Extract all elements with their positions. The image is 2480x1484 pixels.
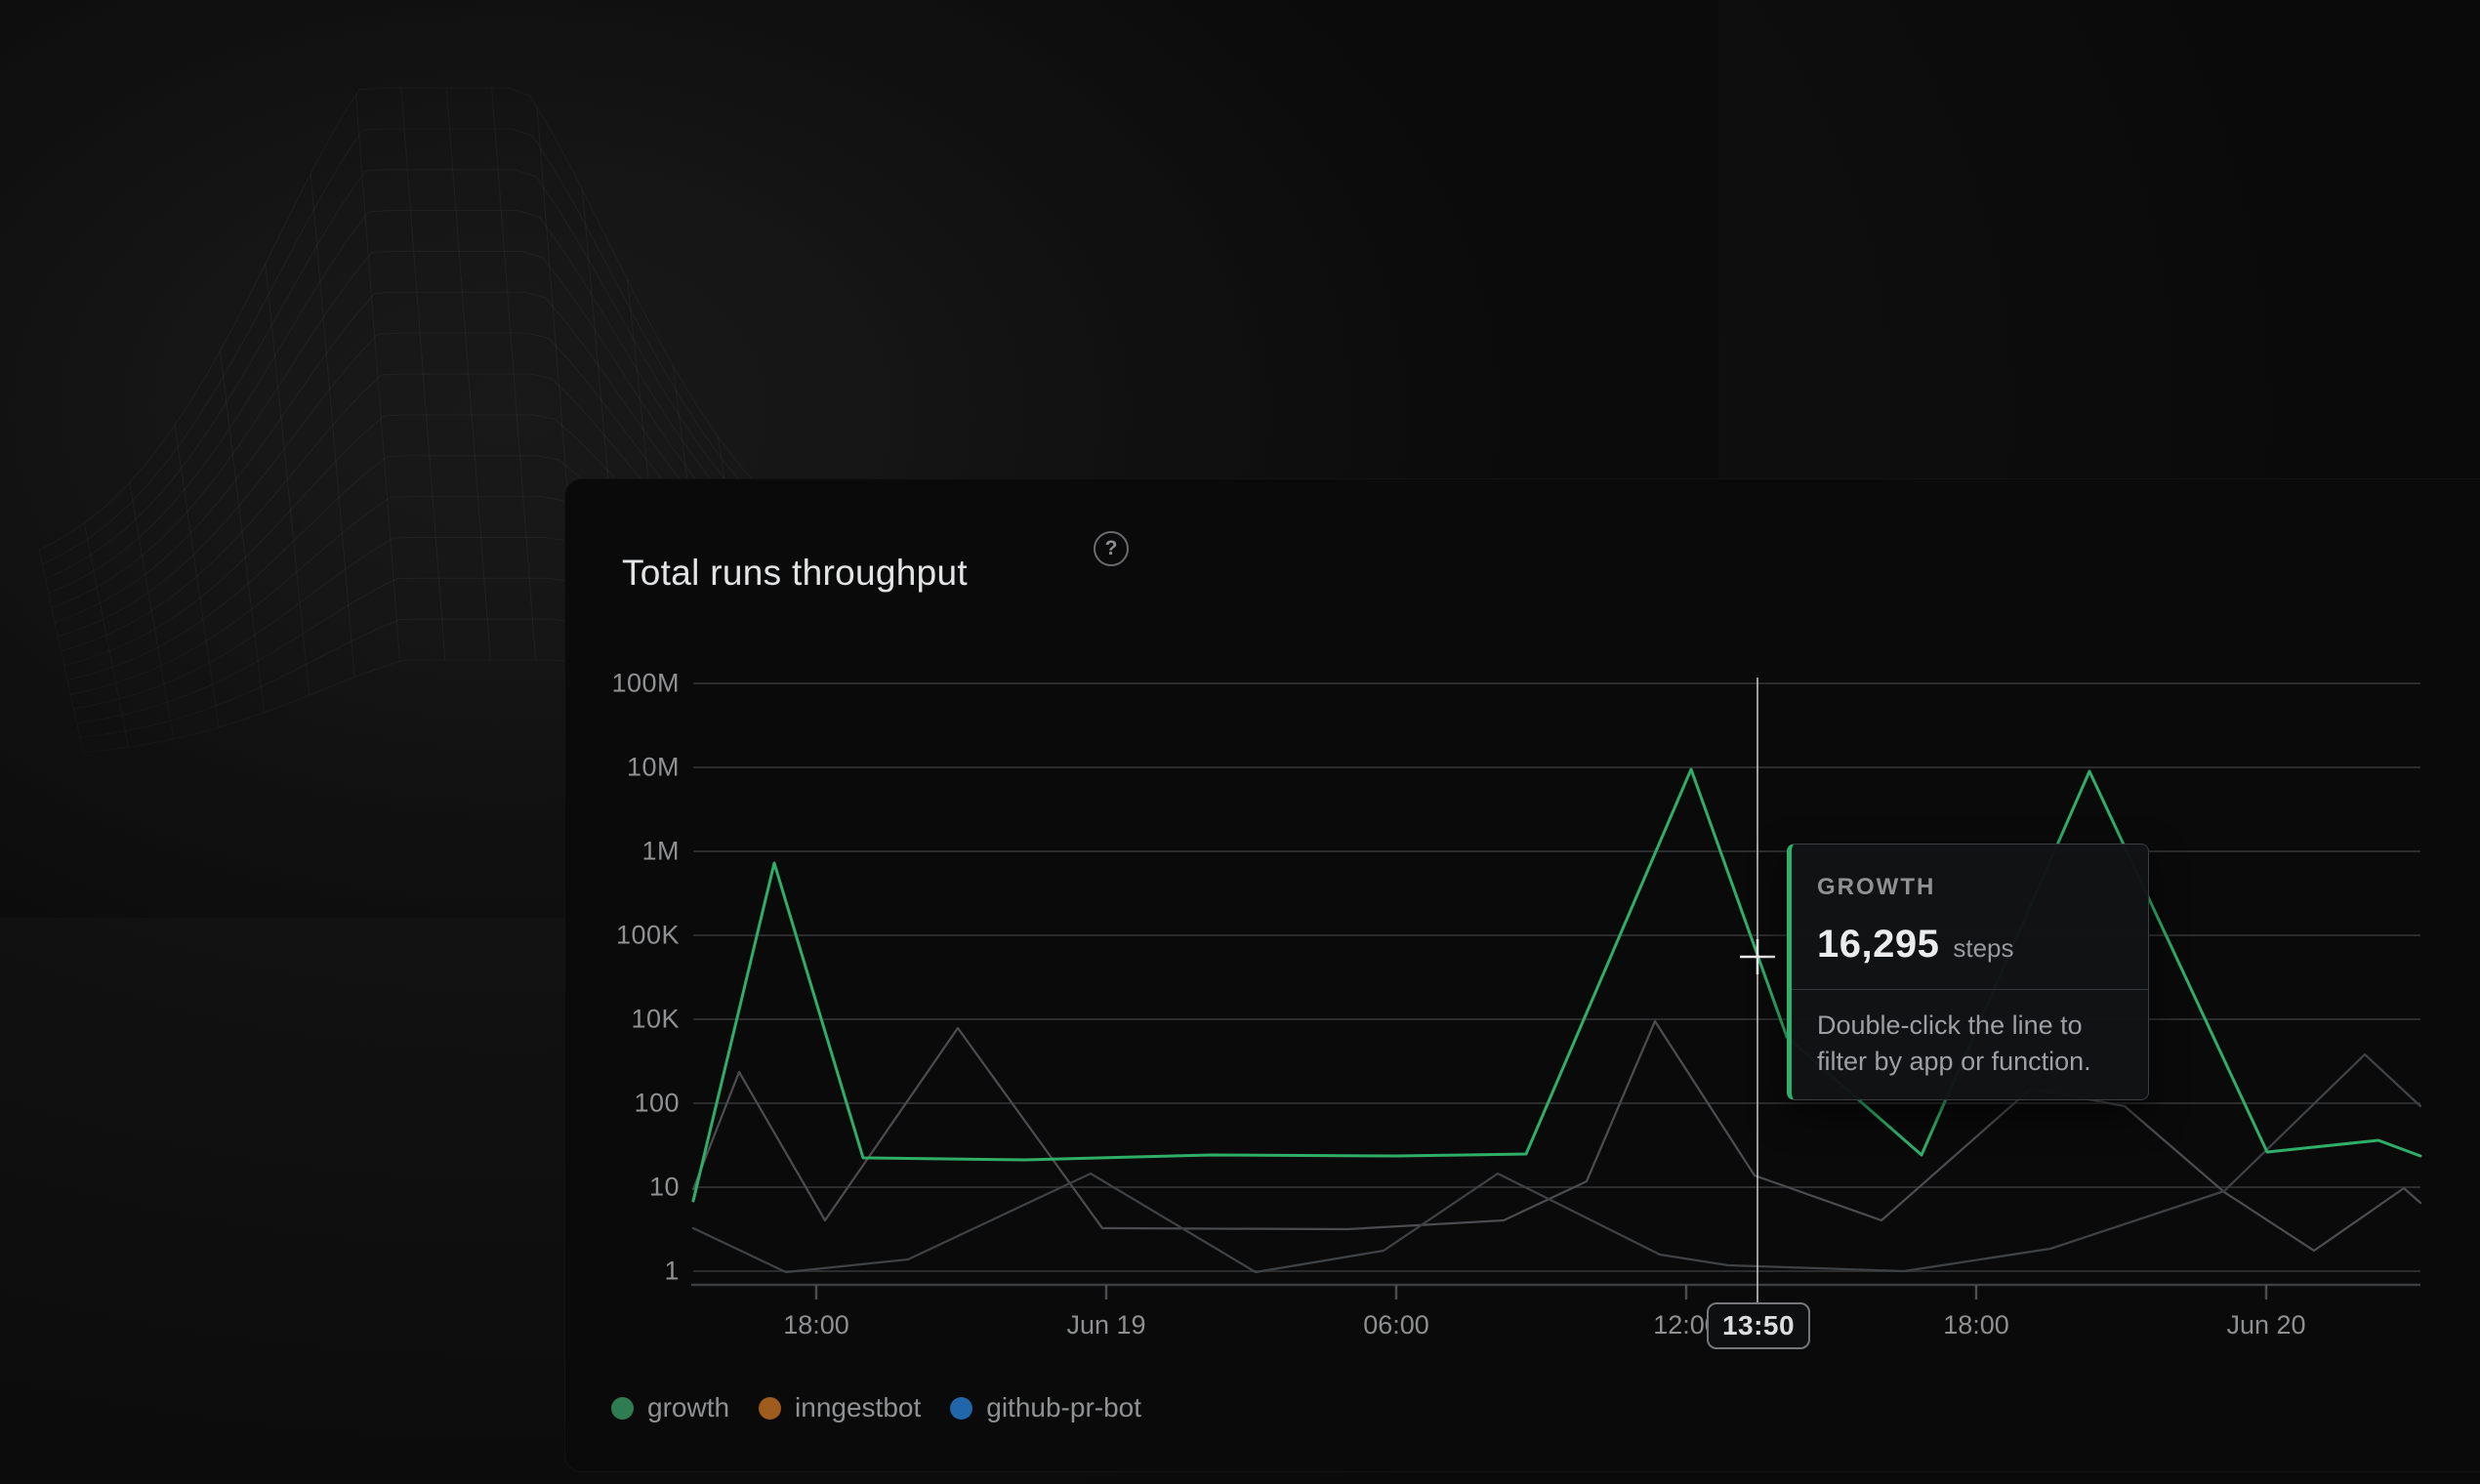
y-axis-label: 100M (611, 668, 680, 698)
tooltip-unit: steps (1953, 933, 2014, 963)
y-axis-label: 10 (648, 1172, 680, 1202)
inngestbot-series-dot-icon (759, 1396, 782, 1420)
chart-tooltip: GROWTH 16,295 steps Double-click the lin… (1787, 844, 2149, 1100)
x-axis-label: 18:00 (783, 1310, 849, 1340)
y-axis-label: 10M (626, 752, 680, 782)
x-axis-label: Jun 20 (2226, 1310, 2306, 1340)
legend-item-inngestbot[interactable]: inngestbot (759, 1392, 921, 1423)
x-axis-label: 06:00 (1363, 1310, 1429, 1340)
y-axis-label: 1M (641, 836, 680, 866)
x-axis-label: 18:00 (1943, 1310, 2009, 1340)
y-axis-label: 100K (615, 920, 680, 950)
x-axis-label: Jun 19 (1066, 1310, 1146, 1340)
tooltip-hint: Double-click the line to filter by app o… (1792, 989, 2148, 1099)
legend-item-growth[interactable]: growth (611, 1392, 729, 1423)
y-axis-label: 1 (664, 1256, 680, 1286)
page-title: Total runs throughput (622, 552, 968, 593)
legend-item-github-pr-bot[interactable]: github-pr-bot (950, 1392, 1141, 1423)
growth-series-line[interactable] (691, 767, 2422, 1203)
y-axis-label: 10K (631, 1004, 680, 1034)
github-pr-bot-series-line[interactable] (691, 1052, 2422, 1274)
chart-legend: growth inngestbot github-pr-bot (611, 1386, 1141, 1429)
inngestbot-series-line[interactable] (691, 1019, 2422, 1253)
y-axis-label: 100 (634, 1088, 680, 1118)
github-pr-bot-series-dot-icon (950, 1396, 973, 1420)
growth-series-dot-icon (611, 1396, 634, 1420)
legend-label: github-pr-bot (986, 1392, 1142, 1422)
legend-label: inngestbot (795, 1392, 922, 1422)
tooltip-series-name: GROWTH (1817, 874, 1936, 900)
tooltip-value: 16,295 (1817, 923, 1940, 966)
legend-label: growth (647, 1392, 730, 1422)
help-icon[interactable]: ? (1094, 531, 1129, 566)
throughput-card (564, 478, 2480, 1472)
cursor-time-badge: 13:50 (1707, 1302, 1810, 1349)
